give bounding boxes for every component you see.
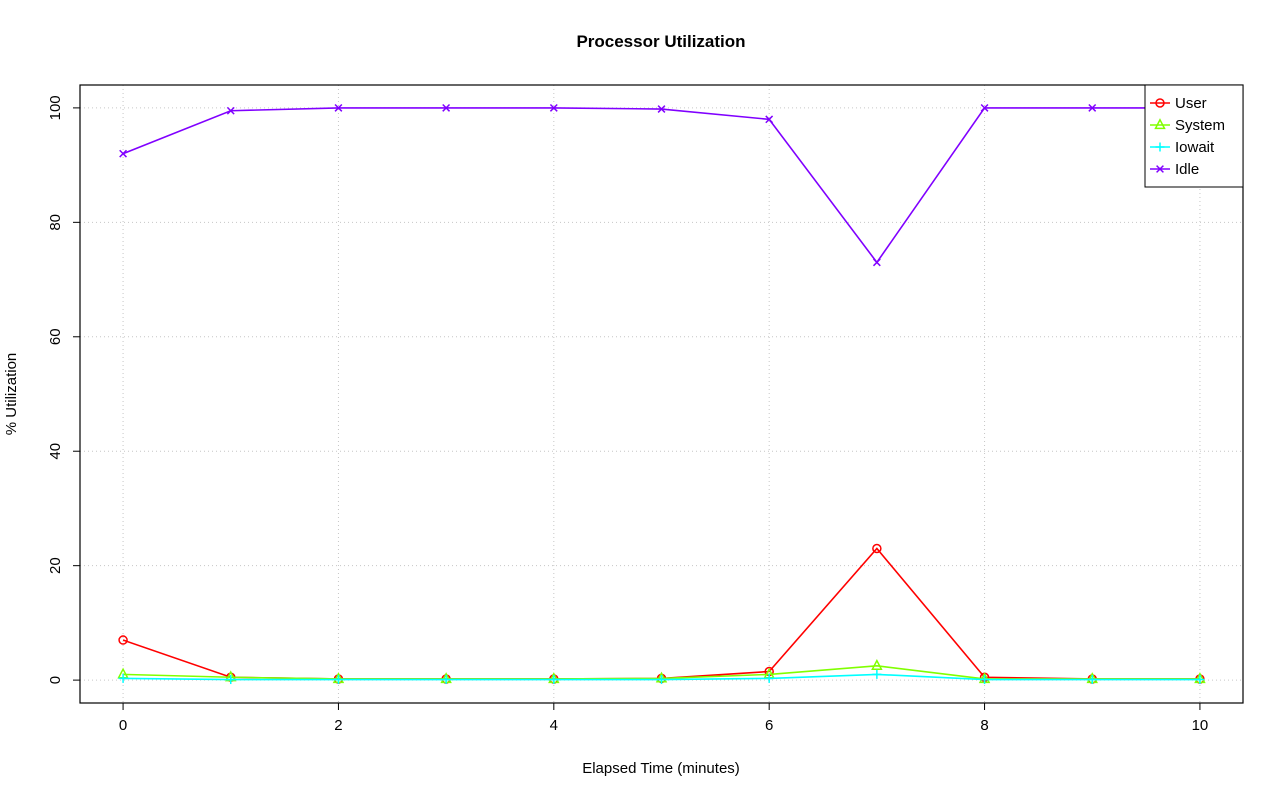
legend-entry-user: User: [1150, 95, 1207, 112]
marker-x: [657, 105, 666, 113]
plot-border: [79, 84, 1244, 704]
marker-triangle: [871, 658, 883, 670]
legend-entry-system: System: [1150, 117, 1225, 134]
marker-x: [119, 149, 128, 158]
legend-label: Idle: [1175, 161, 1199, 178]
y-tick-label: 60: [47, 328, 64, 345]
marker-x: [334, 103, 343, 112]
x-axis-label: Elapsed Time (minutes): [582, 760, 740, 777]
marker-plus: [657, 675, 666, 685]
marker-x: [980, 103, 989, 112]
marker-plus: [764, 673, 774, 683]
marker-x: [549, 103, 558, 112]
marker-plus: [549, 675, 559, 685]
marker-plus: [872, 669, 882, 679]
series-iowait: [118, 669, 1205, 685]
marker-plus: [1087, 675, 1097, 685]
marker-x: [442, 103, 451, 112]
marker-x: [226, 106, 235, 115]
series-idle: [119, 103, 1204, 267]
y-tick-label: 100: [47, 95, 64, 120]
data-series: [117, 103, 1206, 685]
legend-label: User: [1175, 95, 1207, 112]
y-axis-label: % Utilization: [3, 353, 20, 436]
x-tick-label: 2: [334, 717, 342, 734]
y-tick-label: 20: [47, 557, 64, 574]
series-user: [118, 543, 1205, 684]
chart-title: Processor Utilization: [576, 32, 745, 51]
legend-entry-idle: Idle: [1150, 161, 1199, 178]
legend-label: System: [1175, 117, 1225, 134]
legend-label: Iowait: [1175, 139, 1215, 156]
marker-plus: [118, 673, 128, 683]
y-tick-label: 80: [47, 214, 64, 231]
x-tick-label: 10: [1192, 717, 1209, 734]
marker-plus: [333, 675, 343, 685]
marker-x: [872, 258, 881, 267]
plot-frame: [79, 84, 1244, 704]
legend: User System Iowait Idle: [1144, 84, 1244, 188]
marker-triangle: [1154, 118, 1166, 130]
x-tick-label: 4: [550, 717, 558, 734]
legend-entry-iowait: Iowait: [1150, 139, 1215, 156]
marker-x: [1088, 103, 1097, 112]
x-tick-label: 6: [765, 717, 773, 734]
marker-x: [1156, 165, 1164, 173]
marker-plus: [1155, 142, 1165, 152]
marker-circle: [872, 543, 882, 554]
x-tick-label: 8: [980, 717, 988, 734]
y-tick-label: 0: [47, 676, 64, 684]
x-tick-label: 0: [119, 717, 127, 734]
marker-plus: [980, 675, 990, 685]
marker-x: [765, 115, 774, 124]
marker-circle: [1155, 98, 1165, 108]
marker-plus: [226, 675, 236, 685]
marker-plus: [441, 675, 451, 685]
series-line: [122, 107, 1200, 264]
gridlines: [80, 85, 1243, 703]
marker-circle: [118, 635, 128, 645]
marker-plus: [1195, 675, 1205, 685]
y-tick-label: 40: [47, 443, 64, 460]
series-line: [122, 547, 1200, 680]
